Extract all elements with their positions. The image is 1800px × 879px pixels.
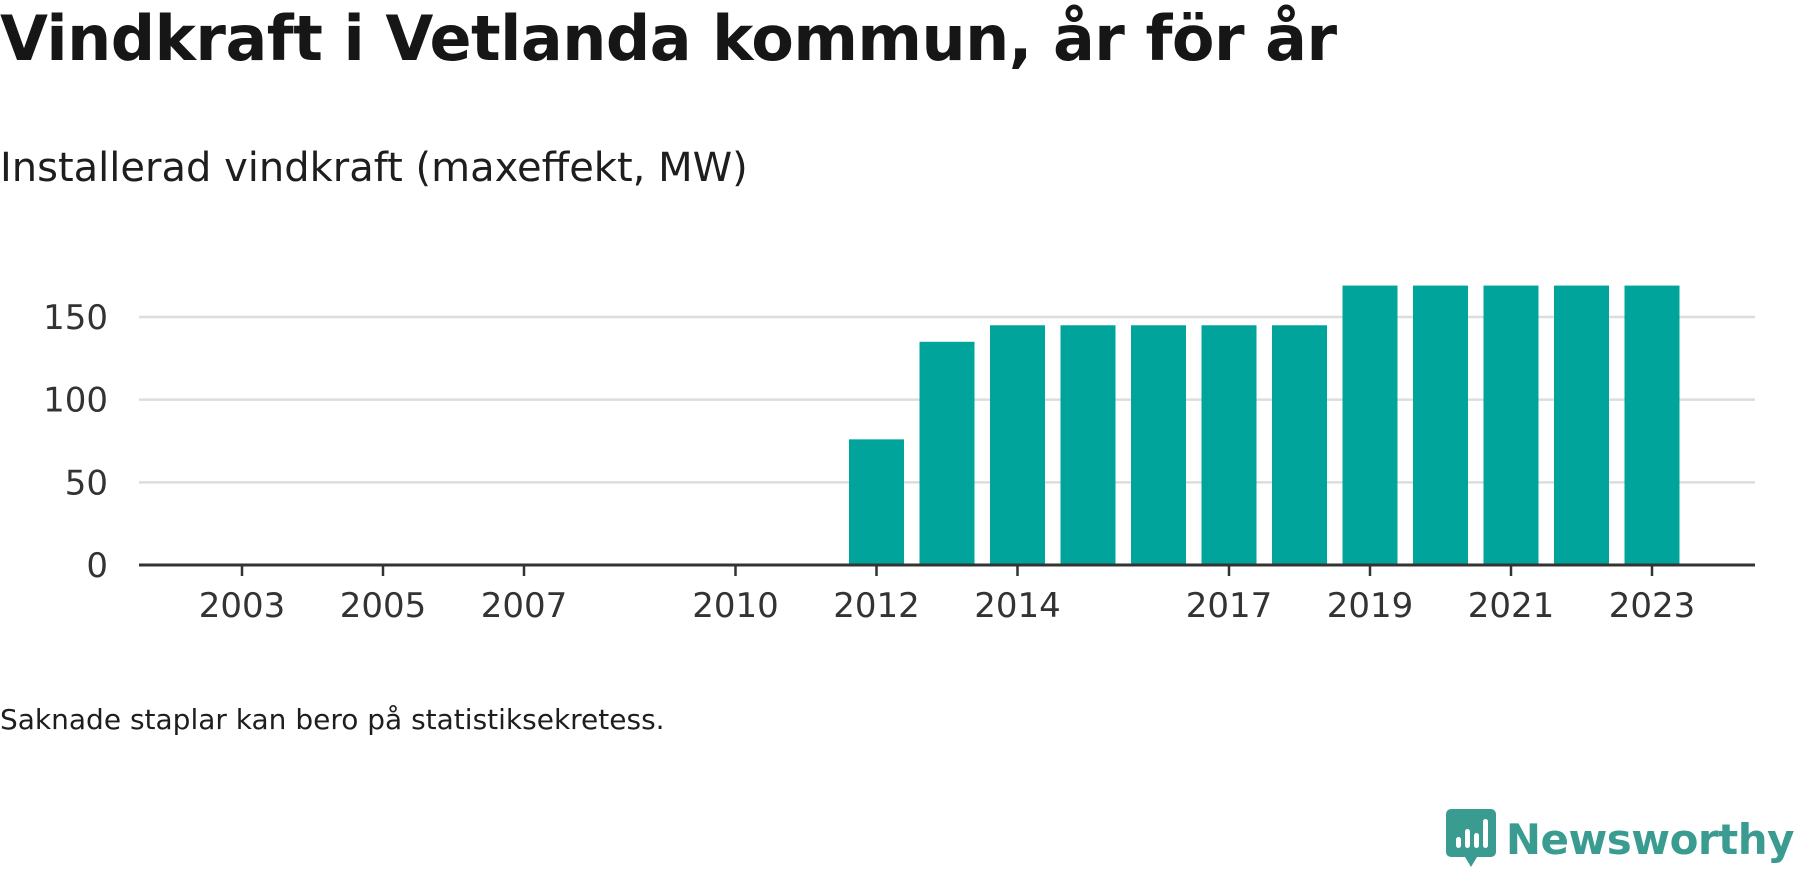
x-tick-label-2019: 2019 — [1327, 586, 1414, 626]
tick-labels: 0 50 100 150 2003 2005 2007 2010 2012 2014 2017 201… — [43, 298, 1695, 626]
footnote: Saknade staplar kan bero på statistiksek… — [0, 703, 665, 736]
bar-2022 — [1554, 285, 1609, 565]
bar-2015 — [1060, 325, 1116, 565]
chart-title: Vindkraft i Vetlanda kommun, år för år — [0, 2, 1337, 75]
x-tick-label-2012: 2012 — [833, 586, 920, 626]
bar-2021 — [1483, 285, 1539, 565]
bar-2013 — [919, 341, 975, 565]
y-tick-label-50: 50 — [65, 463, 108, 503]
bar-2019 — [1342, 285, 1398, 565]
x-tick-label-2014: 2014 — [974, 586, 1061, 626]
x-tick-label-2003: 2003 — [199, 586, 286, 626]
x-tick-label-2007: 2007 — [481, 586, 568, 626]
y-tick-label-0: 0 — [86, 546, 108, 586]
bars — [849, 285, 1680, 565]
y-tick-label-150: 150 — [43, 298, 108, 338]
y-tick-label-100: 100 — [43, 381, 108, 421]
chart-subtitle: Installerad vindkraft (maxeffekt, MW) — [0, 145, 748, 191]
bar-2023 — [1624, 285, 1680, 565]
newsworthy-logo-icon — [1445, 809, 1496, 867]
bar-2016 — [1131, 325, 1186, 565]
x-tick-label-2023: 2023 — [1609, 586, 1696, 626]
bar-chart: 0 50 100 150 2003 2005 2007 2010 2012 2014 2017 201… — [43, 285, 1755, 626]
brand-name: Newsworthy — [1505, 814, 1795, 864]
brand-logo: Newsworthy — [1445, 807, 1795, 871]
bar-2018 — [1272, 325, 1327, 565]
x-tick-label-2017: 2017 — [1186, 586, 1273, 626]
axes — [139, 563, 1755, 576]
x-tick-label-2010: 2010 — [692, 586, 779, 626]
x-tick-label-2005: 2005 — [340, 586, 427, 626]
bar-2020 — [1413, 285, 1468, 565]
bar-2017 — [1201, 325, 1257, 565]
x-tick-label-2021: 2021 — [1468, 586, 1555, 626]
bar-2014 — [990, 325, 1045, 565]
bar-2012 — [849, 439, 904, 565]
